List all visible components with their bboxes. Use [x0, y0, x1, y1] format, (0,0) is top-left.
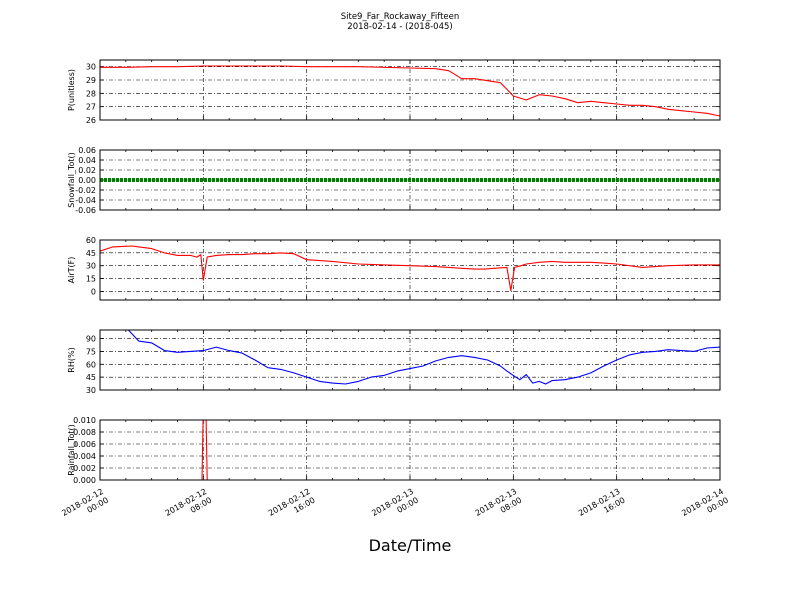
y-tick-label: 30: [86, 63, 96, 72]
y-tick-label: 60: [86, 236, 96, 245]
panel-frame: [99, 239, 721, 301]
y-axis-label: P(unitless): [67, 69, 76, 111]
y-tick-label: 0.02: [78, 166, 96, 175]
y-tick-label: 0.008: [73, 428, 96, 437]
y-axis-label: Rainfall_Tot(): [67, 424, 76, 476]
y-tick-label: 29: [86, 76, 96, 85]
series-line: [100, 65, 720, 117]
y-tick-label: 15: [86, 275, 96, 284]
panel-1: 26 27 28 29 30 P(unitless): [67, 59, 721, 125]
y-tick-label: 0.002: [73, 464, 96, 473]
panel-5: 0.000 0.002 0.004 0.006 0.008 0.010Rainfall_T…: [67, 416, 721, 485]
y-tick-label: 27: [86, 103, 96, 112]
y-tick-label: 0: [91, 287, 96, 296]
series-line: [100, 245, 720, 292]
panel-2: -0.06-0.04-0.020.000.020.040.06Snowfall_…: [67, 146, 721, 215]
y-axis-label: AirT(F): [67, 257, 76, 284]
panel-frame: [99, 329, 721, 391]
y-axis-label: RH(%): [67, 347, 76, 372]
y-tick-label: 60: [86, 360, 96, 369]
x-axis-label: Date/Time: [369, 536, 452, 555]
panel-frame: [99, 419, 721, 481]
panel-frame: [99, 149, 721, 211]
series-line: [127, 330, 720, 385]
y-tick-label: 0.010: [73, 416, 96, 425]
y-tick-label: 45: [86, 249, 96, 258]
y-tick-label: 0.000: [73, 476, 96, 485]
y-tick-label: -0.02: [75, 186, 96, 195]
panel-frame: [99, 59, 721, 121]
chart-title: Site9_Far_Rockaway_Fifteen: [341, 12, 460, 22]
y-tick-label: 0.006: [73, 440, 96, 449]
panels-group: 2627282930P(unitless)-0.06-0.04-0.020.00…: [67, 59, 721, 485]
panel-4: 30 45 60 75 90 RH(%): [67, 329, 721, 395]
y-tick-label: 0.04: [78, 156, 96, 165]
y-tick-label: 0.00: [78, 176, 96, 185]
y-tick-label: 26: [86, 116, 96, 125]
y-tick-label: 30: [86, 386, 96, 395]
y-axis-label: Snowfall_Tot(): [67, 152, 76, 208]
y-tick-label: 0.06: [78, 146, 96, 155]
chart-subtitle: 2018-02-14 - (2018-045): [347, 22, 452, 32]
y-tick-label: 90: [86, 335, 96, 344]
panel-3: 0 15 30 45 60 AirT(F): [67, 236, 721, 301]
y-tick-label: 30: [86, 262, 96, 271]
y-tick-label: 28: [86, 89, 96, 98]
y-tick-label: -0.06: [75, 206, 96, 215]
y-tick-label: 75: [86, 347, 96, 356]
y-tick-label: 45: [86, 373, 96, 382]
y-tick-label: 0.004: [73, 452, 96, 461]
y-tick-label: -0.04: [75, 196, 96, 205]
